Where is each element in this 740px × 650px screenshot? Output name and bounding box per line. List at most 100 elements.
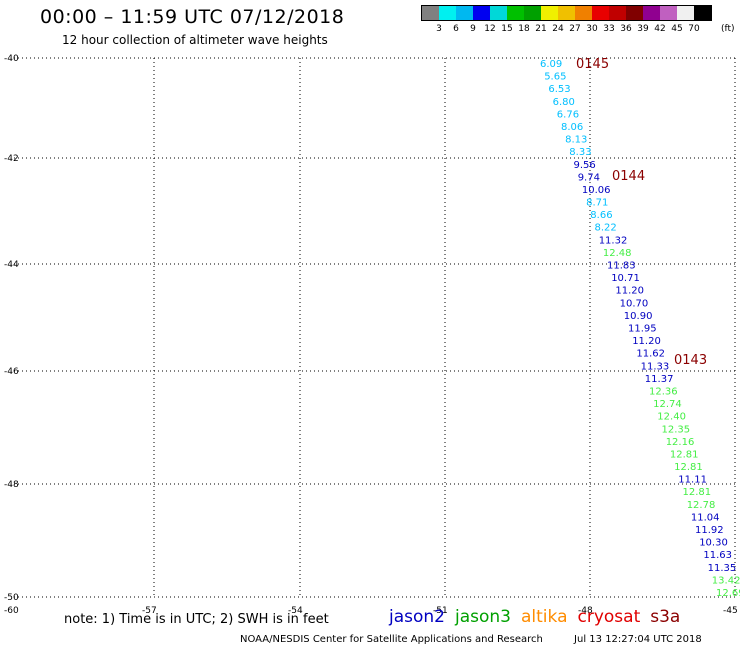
wave-height-label: 6.53 — [548, 84, 570, 95]
latitude-label: -44 — [4, 260, 19, 270]
map-subtitle: 12 hour collection of altimeter wave hei… — [62, 33, 328, 47]
wave-height-label: 11.95 — [628, 324, 657, 335]
wave-height-label: 12.81 — [670, 450, 699, 461]
latitude-label: -40 — [4, 54, 19, 64]
color-scale-legend: (ft) 3 6 9 12 15 18 21 24 27 30 33 36 39 42 45 70 — [421, 5, 735, 35]
wave-height-label: 11.33 — [641, 361, 670, 372]
latitude-label: -48 — [4, 480, 19, 490]
footer-agency: NOAA/NESDIS Center for Satellite Applica… — [240, 634, 543, 645]
color-scale-label: 21 — [535, 24, 547, 34]
satellite-legend: jason2 jason3 altika cryosat s3a — [389, 607, 690, 627]
longitude-label: -54 — [288, 606, 303, 616]
wave-height-label: 8.33 — [569, 147, 591, 158]
longitude-label: -48 — [578, 606, 593, 616]
wave-height-label: 6.80 — [553, 97, 575, 108]
satellite-legend-item: altika — [521, 607, 568, 627]
pass-time-label: 0143 — [674, 353, 707, 368]
longitude-label: -57 — [142, 606, 157, 616]
color-scale-label: 27 — [569, 24, 581, 34]
wave-height-label: 11.11 — [678, 475, 707, 486]
wave-height-label: 10.90 — [624, 311, 653, 322]
color-scale-swatch — [422, 6, 439, 20]
color-scale-swatch — [541, 6, 558, 20]
wave-height-label: 12.35 — [662, 424, 691, 435]
color-scale-swatch — [456, 6, 473, 20]
footer-timestamp: Jul 13 12:27:04 UTC 2018 — [574, 634, 702, 645]
color-scale-label: 24 — [552, 24, 564, 34]
footer: NOAA/NESDIS Center for Satellite Applica… — [240, 634, 702, 645]
wave-height-label: 5.65 — [544, 72, 566, 83]
color-scale-label: 42 — [654, 24, 666, 34]
units-note: note: 1) Time is in UTC; 2) SWH is in fe… — [64, 612, 329, 627]
color-scale-swatch — [660, 6, 677, 20]
color-scale-label: 12 — [484, 24, 496, 34]
wave-height-label: 10.71 — [611, 273, 640, 284]
color-scale-label: 45 — [671, 24, 683, 34]
satellite-legend-item: cryosat — [577, 607, 641, 627]
latitude-label: -42 — [4, 154, 19, 164]
wave-height-label: 11.20 — [632, 336, 661, 347]
wave-height-label: 11.37 — [645, 374, 674, 385]
color-scale-swatch — [524, 6, 541, 20]
color-scale-swatch — [626, 6, 643, 20]
wave-height-label: 6.09 — [540, 59, 562, 70]
satellite-legend-item: jason2 — [389, 607, 445, 627]
wave-height-label: 11.32 — [599, 235, 628, 246]
wave-height-label: 10.06 — [582, 185, 611, 196]
color-scale-label: 9 — [470, 24, 476, 34]
color-scale-swatch — [439, 6, 456, 20]
wave-height-label: 12.81 — [674, 462, 703, 473]
wave-height-label: 12.40 — [657, 412, 686, 423]
wave-height-label: 12.36 — [649, 387, 678, 398]
color-scale-swatch — [677, 6, 694, 20]
color-scale-label: 70 — [688, 24, 700, 34]
wave-height-label: 8.71 — [586, 198, 608, 209]
wave-height-label: 8.13 — [565, 135, 587, 146]
color-scale-label: 6 — [453, 24, 459, 34]
pass-time-label: 0145 — [576, 57, 609, 72]
satellite-legend-item: s3a — [650, 607, 681, 627]
wave-height-label: 8.66 — [590, 210, 612, 221]
latitude-label: -50 — [4, 593, 19, 603]
color-scale-label: 30 — [586, 24, 598, 34]
wave-height-label: 11.83 — [607, 261, 636, 272]
wave-height-label: 12.48 — [603, 248, 632, 259]
wave-height-label: 9.56 — [574, 160, 596, 171]
wave-height-label: 12.69 — [716, 588, 740, 599]
wave-height-label: 12.81 — [683, 487, 712, 498]
wave-height-label: 13.42 — [712, 575, 740, 586]
color-scale-label: 33 — [603, 24, 615, 34]
wave-height-label: 11.62 — [636, 349, 665, 360]
color-scale-swatch — [507, 6, 524, 20]
color-scale-unit: (ft) — [721, 24, 735, 34]
longitude-label: -51 — [433, 606, 448, 616]
color-scale-label: 39 — [637, 24, 649, 34]
color-scale-label: 15 — [501, 24, 513, 34]
color-scale-label: 3 — [436, 24, 442, 34]
latitude-label: -46 — [4, 367, 19, 377]
wave-height-label: 10.70 — [620, 298, 649, 309]
wave-height-label: 12.74 — [653, 399, 682, 410]
altimeter-track: 6.09 5.656.53 6.806.76 8.06 8.138.33 9.569.74… — [540, 57, 740, 599]
satellite-legend-item: jason3 — [455, 607, 511, 627]
map-title: 00:00 – 11:59 UTC 07/12/2018 — [40, 6, 345, 28]
color-scale-label: 18 — [518, 24, 530, 34]
wave-height-label: 12.16 — [666, 437, 695, 448]
longitude-label: -60 — [4, 606, 19, 616]
longitude-label: -45 — [723, 606, 738, 616]
color-scale-label: 36 — [620, 24, 632, 34]
color-scale-swatch — [592, 6, 609, 20]
wave-height-label: 6.76 — [557, 109, 579, 120]
wave-height-label: 10.30 — [699, 538, 728, 549]
color-scale-swatch — [694, 6, 711, 20]
color-scale-swatch — [643, 6, 660, 20]
color-scale-bar — [421, 5, 712, 21]
pass-time-label: 0144 — [612, 169, 645, 184]
wave-height-label: 11.63 — [703, 550, 732, 561]
wave-height-label: 12.78 — [687, 500, 716, 511]
color-scale-swatch — [473, 6, 490, 20]
color-scale-swatch — [575, 6, 592, 20]
wave-height-label: 11.35 — [708, 563, 737, 574]
wave-height-label: 9.74 — [578, 172, 600, 183]
